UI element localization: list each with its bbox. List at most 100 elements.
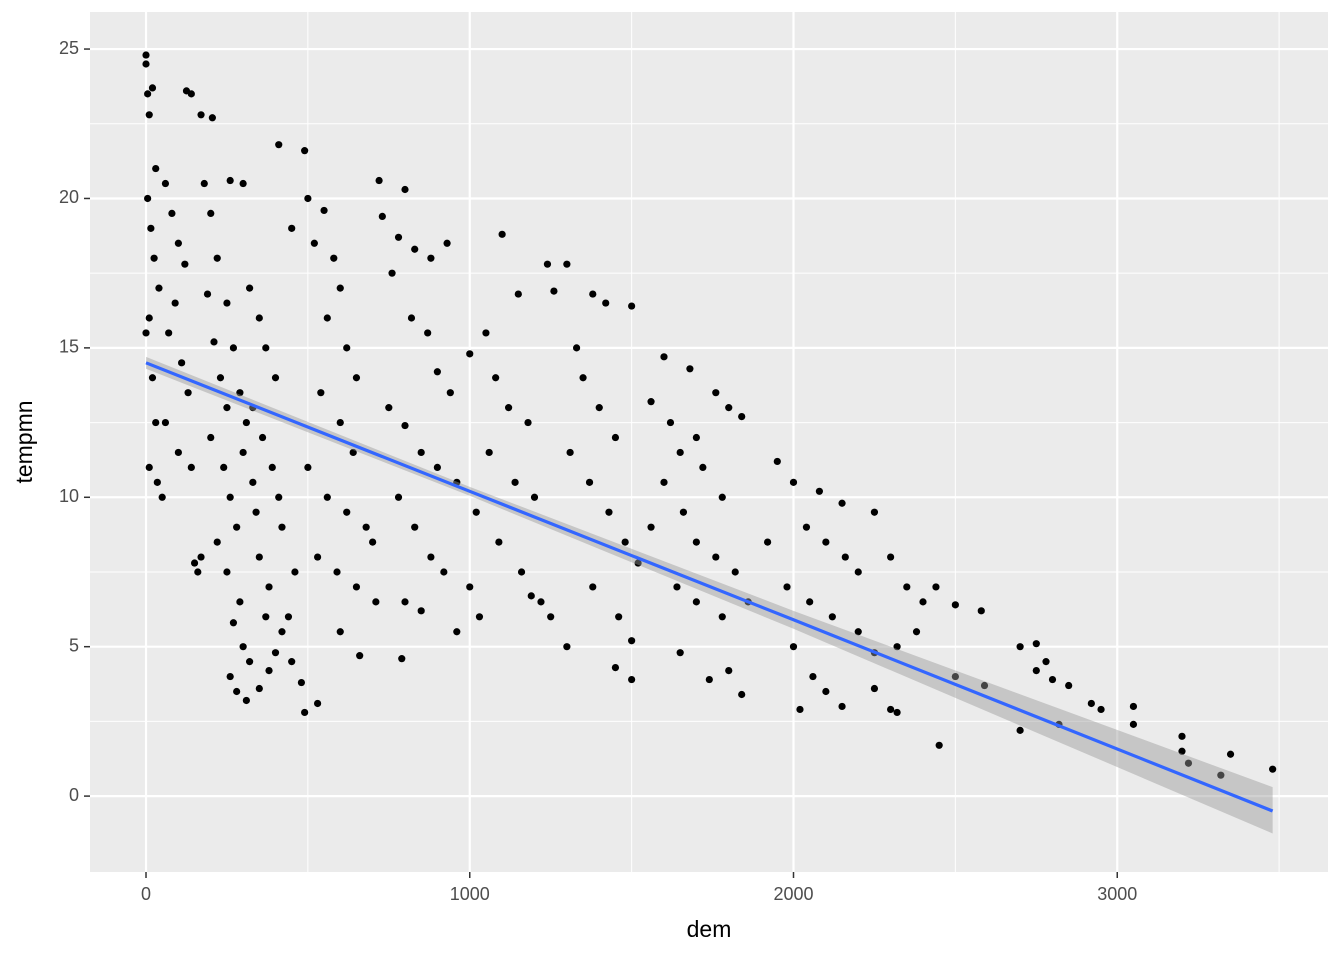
point xyxy=(323,314,331,322)
point xyxy=(433,463,441,471)
point xyxy=(171,299,179,307)
point xyxy=(893,708,901,717)
point xyxy=(628,302,636,310)
point xyxy=(239,179,247,188)
point xyxy=(174,239,182,247)
point xyxy=(207,209,215,218)
point xyxy=(589,290,597,298)
point xyxy=(150,254,158,262)
point xyxy=(239,643,247,651)
point xyxy=(602,299,610,307)
point xyxy=(550,287,558,295)
point xyxy=(226,493,234,501)
point xyxy=(628,675,636,684)
point xyxy=(453,628,461,636)
point xyxy=(822,687,830,696)
point xyxy=(634,559,642,567)
point xyxy=(349,448,357,457)
point xyxy=(161,418,170,427)
point xyxy=(1129,702,1138,711)
point xyxy=(297,678,306,687)
point xyxy=(223,299,231,307)
point xyxy=(239,448,247,457)
point xyxy=(1042,658,1050,666)
point xyxy=(411,523,419,531)
point xyxy=(336,628,344,636)
point xyxy=(472,508,480,516)
point xyxy=(145,314,153,322)
point xyxy=(527,592,535,600)
point xyxy=(511,478,519,486)
point xyxy=(1016,643,1024,651)
point xyxy=(1226,750,1235,758)
point xyxy=(213,538,221,546)
point xyxy=(712,389,720,397)
point xyxy=(275,141,283,149)
point xyxy=(229,344,238,352)
point xyxy=(443,239,451,247)
point xyxy=(485,448,493,457)
point xyxy=(854,568,862,576)
point xyxy=(362,523,370,531)
point xyxy=(1065,681,1073,690)
point xyxy=(388,269,396,277)
point xyxy=(271,649,280,657)
point xyxy=(174,448,182,457)
point xyxy=(806,598,814,606)
point xyxy=(579,374,587,382)
point xyxy=(233,523,241,531)
point xyxy=(320,206,328,215)
point xyxy=(1178,747,1186,755)
point xyxy=(725,666,733,675)
point xyxy=(676,649,684,657)
point xyxy=(809,672,817,681)
point xyxy=(1016,726,1024,734)
point xyxy=(369,538,377,546)
point xyxy=(417,607,425,615)
x-tick-label: 0 xyxy=(141,884,151,904)
point xyxy=(398,655,406,663)
point xyxy=(838,499,846,507)
y-tick-label: 25 xyxy=(59,38,79,58)
point xyxy=(828,613,836,621)
point xyxy=(705,675,713,684)
y-tick-label: 0 xyxy=(69,785,79,805)
point xyxy=(278,628,286,636)
point xyxy=(288,224,296,232)
point xyxy=(692,598,700,606)
point xyxy=(699,463,707,471)
point xyxy=(246,284,254,292)
point xyxy=(145,463,153,471)
point xyxy=(605,508,613,516)
point xyxy=(951,672,959,681)
point xyxy=(155,284,163,292)
point xyxy=(142,60,150,68)
point xyxy=(822,538,830,546)
x-tick-label: 3000 xyxy=(1097,884,1137,904)
point xyxy=(427,553,435,561)
point xyxy=(589,583,597,591)
y-tick-label: 15 xyxy=(59,337,79,357)
point xyxy=(466,583,474,591)
point xyxy=(475,613,484,621)
point xyxy=(333,568,341,576)
point xyxy=(197,553,205,561)
point xyxy=(977,607,985,615)
point xyxy=(220,463,228,471)
point xyxy=(255,553,263,561)
point xyxy=(566,448,574,457)
point xyxy=(401,185,409,194)
point xyxy=(870,508,879,516)
point xyxy=(935,741,943,749)
point xyxy=(673,583,681,591)
point xyxy=(498,230,506,238)
point xyxy=(184,389,192,397)
point xyxy=(352,583,361,591)
point xyxy=(718,493,726,501)
point xyxy=(738,413,746,421)
point xyxy=(258,433,267,442)
point xyxy=(427,254,435,262)
point xyxy=(621,538,629,546)
point xyxy=(912,628,921,636)
